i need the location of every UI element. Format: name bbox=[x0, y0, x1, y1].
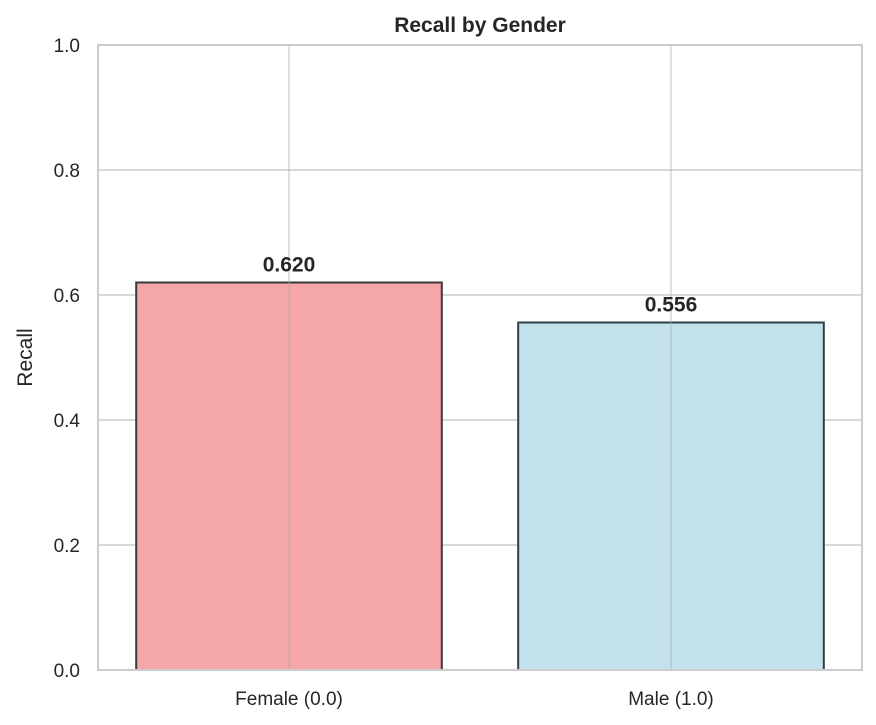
y-tick-label: 0.0 bbox=[54, 661, 80, 682]
bar-value-label: 0.620 bbox=[263, 254, 316, 277]
y-tick-label: 0.6 bbox=[54, 286, 80, 307]
bar-value-label: 0.556 bbox=[645, 294, 698, 317]
x-tick-label: Male (1.0) bbox=[628, 689, 714, 710]
value-labels: 0.620 0.556 bbox=[263, 254, 698, 317]
y-tick-label: 0.8 bbox=[54, 161, 80, 182]
y-tick-labels: 0.0 0.2 0.4 0.6 0.8 1.0 bbox=[54, 36, 81, 682]
x-tick-label: Female (0.0) bbox=[235, 689, 343, 710]
bar bbox=[135, 281, 443, 671]
chart-title: Recall by Gender bbox=[394, 14, 566, 37]
plot-frame bbox=[97, 44, 863, 671]
y-tick-label: 0.4 bbox=[54, 411, 81, 432]
x-tick-labels: Female (0.0) Male (1.0) bbox=[235, 689, 714, 710]
gridlines-over-bars bbox=[288, 45, 672, 670]
bars bbox=[135, 281, 825, 671]
y-axis-label: Recall bbox=[14, 328, 37, 386]
y-tick-label: 1.0 bbox=[54, 36, 80, 57]
y-tick-label: 0.2 bbox=[54, 536, 80, 557]
